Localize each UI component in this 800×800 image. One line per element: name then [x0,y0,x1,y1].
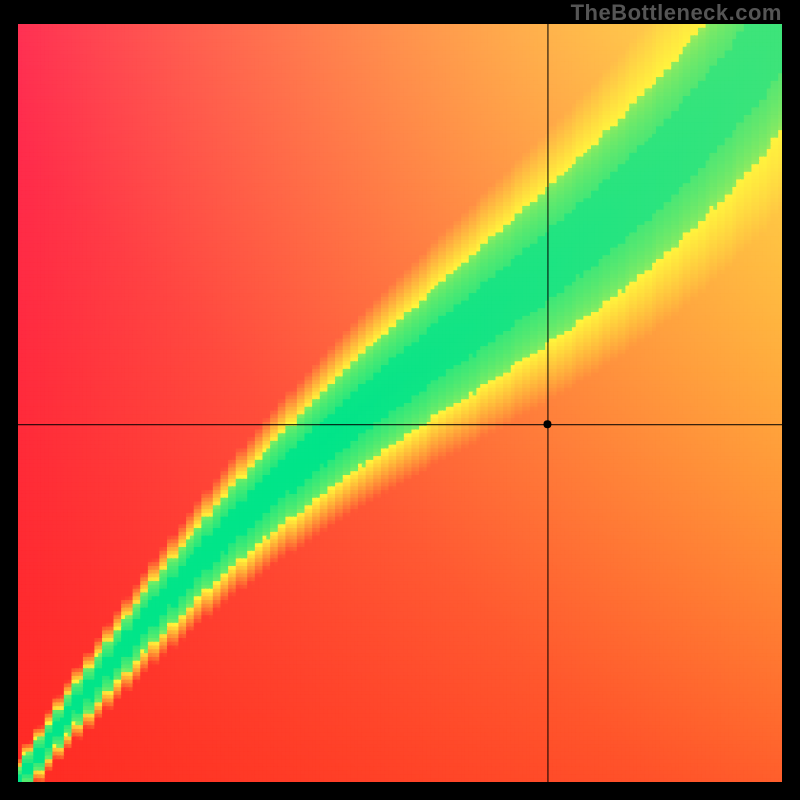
bottleneck-heatmap [18,24,782,782]
watermark-text: TheBottleneck.com [571,0,782,26]
